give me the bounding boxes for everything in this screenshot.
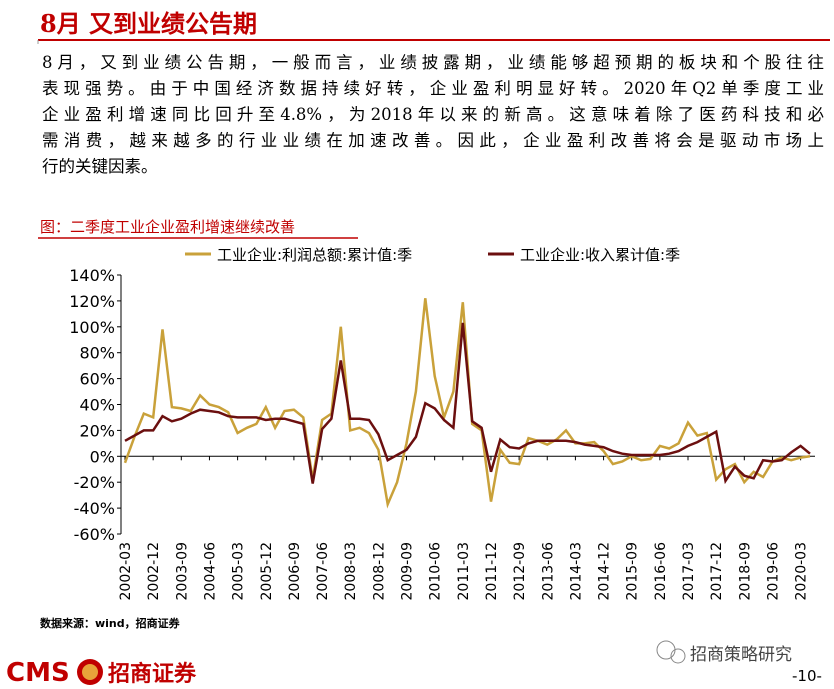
x-tick-label: 2002-12 — [146, 542, 162, 601]
page-number: -10- — [792, 667, 822, 685]
x-tick-label: 2012-09 — [512, 542, 528, 601]
x-tick-label: 2017-12 — [709, 542, 725, 601]
y-tick-label: -20% — [74, 473, 115, 492]
x-tick-label: 2008-12 — [371, 542, 387, 601]
company-name: 招商证券 — [108, 661, 197, 687]
account-name: 招商策略研究 — [690, 645, 792, 665]
x-tick-label: 2014-03 — [568, 542, 584, 601]
y-tick-label: 100% — [69, 318, 115, 337]
x-tick-label: 2016-06 — [653, 542, 669, 601]
x-tick-label: 2005-03 — [231, 542, 247, 601]
series-line — [124, 322, 811, 485]
series-line — [123, 298, 811, 509]
y-tick-label: 80% — [79, 344, 115, 363]
y-tick-label: 40% — [79, 396, 115, 415]
wechat-icon — [656, 640, 676, 660]
paragraph-line: 行的关键因素。 — [42, 157, 158, 176]
paragraph-line: 8月，又到业绩公告期，一般而言，业绩披露期，业绩能够超预期的板块和个股往往 — [42, 53, 824, 72]
y-tick-label: 20% — [79, 421, 115, 440]
source: 数据来源：wind，招商证券 — [40, 616, 181, 630]
paragraph-line: 表现强势。由于中国经济数据持续好转，企业盈利明显好转。2020年Q2单季度工业 — [42, 79, 824, 98]
y-tick-label: 120% — [69, 292, 115, 311]
wechat-icon — [670, 648, 686, 664]
x-tick-label: 2006-09 — [287, 542, 303, 601]
logo-icon-inner — [82, 664, 98, 680]
x-tick-label: 2020-03 — [794, 542, 810, 601]
page-title: 8月 又到业绩公告期 — [40, 9, 258, 38]
x-tick-label: 2011-12 — [484, 542, 500, 601]
x-tick-label: 2002-03 — [118, 542, 134, 601]
x-tick-label: 2014-12 — [597, 542, 613, 601]
y-tick-label: 0% — [90, 447, 115, 466]
y-tick-label: -60% — [74, 525, 115, 544]
x-tick-label: 2004-06 — [202, 542, 218, 601]
x-tick-label: 2003-09 — [174, 542, 190, 601]
legend-label: 工业企业:收入累计值:季 — [520, 246, 680, 264]
y-tick-label: -40% — [74, 499, 115, 518]
x-tick-label: 2008-03 — [343, 542, 359, 601]
x-tick-label: 2015-09 — [625, 542, 641, 601]
x-tick-label: 2010-06 — [428, 542, 444, 601]
legend-label: 工业企业:利润总额:累计值:季 — [217, 246, 412, 264]
chart-title: 图：二季度工业企业盈利增速继续改善 — [40, 218, 295, 236]
x-tick-label: 2018-09 — [737, 542, 753, 601]
x-tick-label: 2005-12 — [259, 542, 275, 601]
x-tick-label: 2011-03 — [456, 542, 472, 601]
x-tick-label: 2007-06 — [315, 542, 331, 601]
paragraph-line: 企业盈利增速同比回升至4.8%，为2018年以来的新高。这意味着除了医药科技和必 — [42, 105, 824, 124]
y-tick-label: 140% — [69, 266, 115, 285]
logo-text: CMS — [6, 658, 70, 688]
y-tick-label: 60% — [79, 370, 115, 389]
x-tick-label: 2013-06 — [540, 542, 556, 601]
paragraph-line: 需消费，越来越多的行业业绩在加速改善。因此，企业盈利改善将会是驱动市场上 — [42, 131, 824, 150]
x-tick-label: 2017-03 — [681, 542, 697, 601]
x-tick-label: 2009-09 — [400, 542, 416, 601]
paragraph: 8月，又到业绩公告期，一般而言，业绩披露期，业绩能够超预期的板块和个股往往 表现强… — [42, 50, 824, 180]
x-tick-label: 2019-06 — [765, 542, 781, 601]
